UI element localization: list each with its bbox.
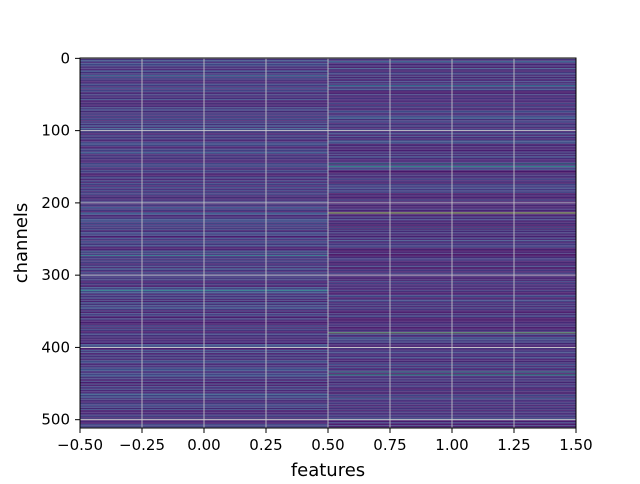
x-tick-label: 0.50 [311,436,344,454]
y-tick-label: 100 [41,122,70,140]
y-tick-label: 0 [60,49,70,67]
x-tick-label: 1.25 [497,436,530,454]
y-tick-label: 500 [41,411,70,429]
x-tick-label: 0.25 [249,436,282,454]
x-axis-label: features [291,460,365,480]
y-axis-label: channels [11,203,32,284]
y-tick-label: 400 [41,338,70,356]
plot-frame [79,57,577,429]
x-tick-label: 0.00 [187,436,220,454]
y-tick-label: 200 [41,194,70,212]
x-tick-label: 1.50 [559,436,592,454]
x-tick-label: 0.75 [373,436,406,454]
x-axis-ticks: −0.50 −0.25 0.00 0.25 0.50 0.75 1.00 1.25 1.50 [57,428,593,454]
y-tick-label: 300 [41,266,70,284]
x-tick-label: 1.00 [435,436,468,454]
x-tick-label: −0.25 [119,436,165,454]
x-tick-label: −0.50 [57,436,103,454]
y-axis-ticks: 0 100 200 300 400 500 [41,49,80,429]
